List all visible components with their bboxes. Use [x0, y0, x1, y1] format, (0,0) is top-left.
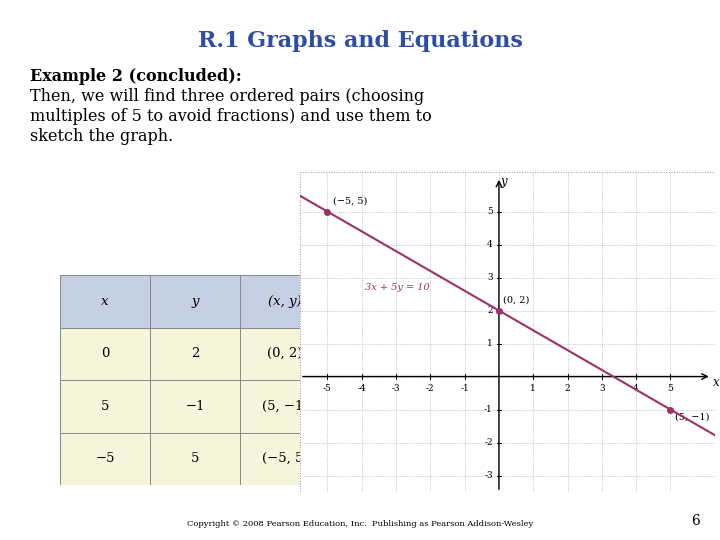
- Text: 1: 1: [531, 384, 536, 393]
- Text: -3: -3: [484, 471, 492, 480]
- Text: Example 2 (concluded):: Example 2 (concluded):: [30, 68, 242, 85]
- Text: (5, −1): (5, −1): [675, 412, 709, 421]
- Text: -3: -3: [392, 384, 400, 393]
- Text: 0: 0: [101, 347, 109, 360]
- Text: −1: −1: [185, 400, 204, 413]
- Text: 2: 2: [487, 306, 492, 315]
- Text: (0, 2): (0, 2): [267, 347, 302, 360]
- Text: 5: 5: [487, 207, 492, 216]
- Text: 6: 6: [691, 514, 700, 528]
- Text: x: x: [102, 295, 109, 308]
- Text: 3x + 5y = 10: 3x + 5y = 10: [365, 284, 430, 293]
- Text: sketch the graph.: sketch the graph.: [30, 128, 174, 145]
- Bar: [240, 433, 330, 485]
- Bar: [150, 380, 240, 433]
- Text: (x, y): (x, y): [268, 295, 302, 308]
- Text: -4: -4: [357, 384, 366, 393]
- Text: 3: 3: [599, 384, 605, 393]
- Text: 4: 4: [634, 384, 639, 393]
- Text: x: x: [714, 376, 720, 389]
- Bar: [240, 327, 330, 380]
- Text: Copyright © 2008 Pearson Education, Inc.  Publishing as Pearson Addison-Wesley: Copyright © 2008 Pearson Education, Inc.…: [187, 520, 533, 528]
- Text: 3: 3: [487, 273, 492, 282]
- Text: 1: 1: [487, 339, 492, 348]
- Bar: [60, 433, 150, 485]
- Text: (−5, 5): (−5, 5): [333, 197, 367, 206]
- Text: 5: 5: [667, 384, 673, 393]
- Bar: [150, 433, 240, 485]
- Bar: [60, 380, 150, 433]
- Bar: [150, 327, 240, 380]
- Bar: [60, 275, 150, 327]
- Text: 5: 5: [191, 453, 199, 465]
- Text: (5, −1): (5, −1): [262, 400, 308, 413]
- Text: 4: 4: [487, 240, 492, 249]
- Text: Then, we will find three ordered pairs (choosing: Then, we will find three ordered pairs (…: [30, 88, 424, 105]
- Bar: [60, 327, 150, 380]
- Bar: [150, 275, 240, 327]
- Text: 2: 2: [564, 384, 570, 393]
- Text: (0, 2): (0, 2): [503, 295, 529, 305]
- Bar: [240, 275, 330, 327]
- Text: (−5, 5): (−5, 5): [262, 453, 308, 465]
- Text: -1: -1: [484, 405, 492, 414]
- Text: -5: -5: [323, 384, 332, 393]
- Text: y: y: [192, 295, 199, 308]
- Text: y: y: [500, 176, 508, 188]
- Text: −5: −5: [95, 453, 114, 465]
- Text: R.1 Graphs and Equations: R.1 Graphs and Equations: [197, 30, 523, 52]
- Text: 2: 2: [191, 347, 199, 360]
- Text: -2: -2: [484, 438, 492, 447]
- Bar: [240, 380, 330, 433]
- Text: -2: -2: [426, 384, 435, 393]
- Text: multiples of 5 to avoid fractions) and use them to: multiples of 5 to avoid fractions) and u…: [30, 108, 432, 125]
- Text: 5: 5: [101, 400, 109, 413]
- Text: -1: -1: [460, 384, 469, 393]
